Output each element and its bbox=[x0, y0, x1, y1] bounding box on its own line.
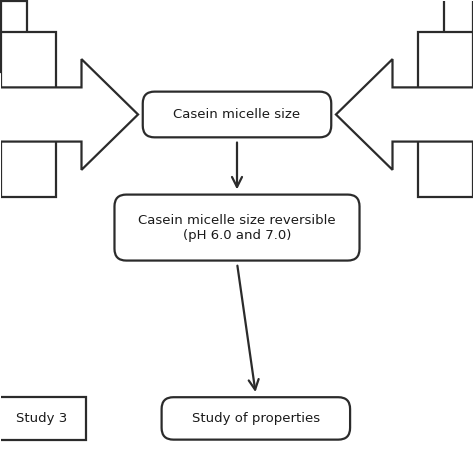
FancyBboxPatch shape bbox=[162, 397, 350, 439]
Polygon shape bbox=[336, 59, 474, 170]
Polygon shape bbox=[0, 59, 138, 170]
Text: Study of properties: Study of properties bbox=[192, 412, 320, 425]
Bar bbox=[0, 397, 86, 439]
Bar bbox=[1, 1, 27, 72]
FancyBboxPatch shape bbox=[115, 195, 359, 261]
Text: Casein micelle size reversible
(pH 6.0 and 7.0): Casein micelle size reversible (pH 6.0 a… bbox=[138, 214, 336, 242]
FancyBboxPatch shape bbox=[143, 91, 331, 137]
Text: Study 3: Study 3 bbox=[16, 412, 67, 425]
Bar bbox=[419, 32, 473, 197]
Bar bbox=[1, 32, 55, 197]
Text: Casein micelle size: Casein micelle size bbox=[173, 108, 301, 121]
Bar bbox=[444, 0, 473, 44]
